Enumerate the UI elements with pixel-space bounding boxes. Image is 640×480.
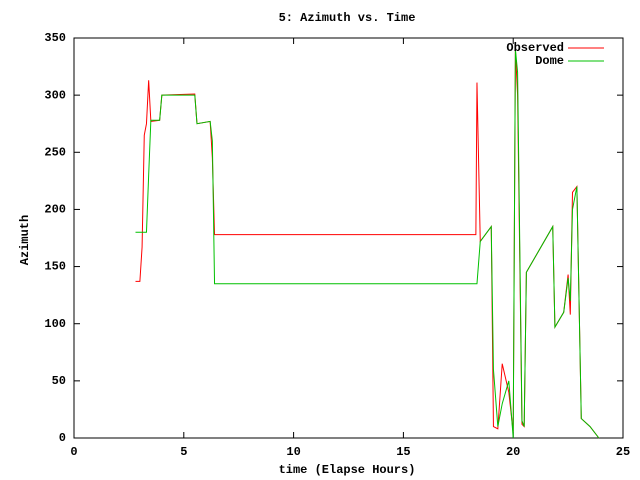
y-tick-label: 200 [44,203,66,217]
y-tick-label: 250 [44,145,66,159]
y-tick-label: 150 [44,260,66,274]
legend-label: Dome [535,54,564,68]
y-tick-label: 350 [44,31,66,45]
plot-border [73,37,624,439]
y-tick-label: 50 [52,374,66,388]
x-axis-label: time (Elapse Hours) [279,463,416,477]
y-axis-label: Azimuth [18,215,32,265]
legend-label: Observed [506,41,564,55]
x-tick-label: 15 [396,445,410,459]
x-tick-label: 25 [616,445,630,459]
x-tick-label: 0 [70,445,77,459]
x-tick-label: 10 [286,445,300,459]
data-line [135,49,600,439]
y-tick-label: 100 [44,317,66,331]
x-tick-label: 20 [506,445,520,459]
y-tick-label: 0 [59,431,66,445]
y-tick-label: 300 [44,88,66,102]
chart-title: 5: Azimuth vs. Time [279,11,416,25]
data-line [135,49,600,439]
x-tick-label: 5 [180,445,187,459]
